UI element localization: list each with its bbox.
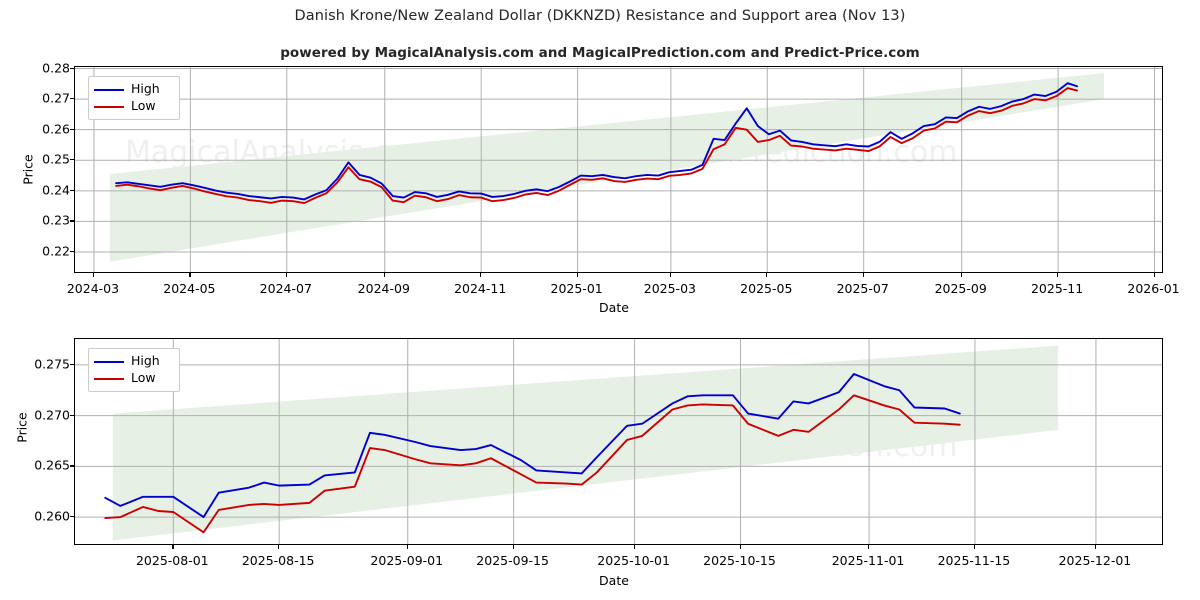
x-tick-label: 2025-07 (836, 281, 889, 296)
x-tick-label: 2024-09 (357, 281, 410, 296)
x-tick-label: 2024-11 (454, 281, 507, 296)
x-tick-mark (1094, 545, 1097, 549)
y-tick-mark (70, 189, 74, 192)
x-tick-label: 2024-03 (66, 281, 120, 296)
x-tick-label: 2025-10-15 (703, 553, 776, 568)
x-tick-label: 2025-08-01 (135, 553, 209, 568)
legend-swatch-low (94, 105, 124, 108)
overview-chart-panel: Price MagicalAnalysis.com MagicalPredict… (0, 0, 1180, 320)
x-tick-label: 2026-01 (1127, 281, 1180, 296)
y-tick-mark (70, 414, 74, 416)
y-tick-label: 0.25 (42, 151, 70, 167)
x-tick-mark (862, 273, 864, 277)
legend-label-high: High (131, 353, 160, 369)
y-tick-label: 0.28 (42, 60, 70, 76)
legend-label-low: Low (131, 98, 156, 114)
detail-chart-panel: Price MagicalAnalysis.com MagicalPredict… (0, 320, 1200, 600)
y-tick-label: 0.275 (34, 356, 70, 372)
overview-y-ticks: 0.22 0.23 0.24 0.25 0.26 0.27 0.28 (0, 0, 74, 320)
detail-plot-area: MagicalAnalysis.com MagicalPrediction.co… (74, 338, 1163, 545)
x-tick-mark (278, 545, 280, 549)
x-tick-mark (189, 273, 191, 277)
x-tick-mark (406, 545, 408, 549)
y-tick-mark (70, 465, 74, 467)
y-tick-label: 0.270 (34, 407, 70, 423)
legend-row-low: Low (94, 98, 172, 115)
legend-label-high: High (131, 81, 160, 97)
y-tick-mark (70, 363, 74, 366)
y-tick-label: 0.260 (34, 508, 70, 524)
x-tick-mark (960, 273, 962, 277)
legend-swatch-low (94, 377, 124, 380)
page-subtitle: powered by MagicalAnalysis.com and Magic… (280, 45, 920, 61)
y-tick-mark (70, 250, 74, 253)
x-tick-mark (669, 273, 672, 277)
detail-x-axis-label: Date (599, 573, 629, 588)
page-title: Danish Krone/New Zealand Dollar (DKKNZD)… (294, 8, 906, 24)
x-tick-label: 2025-11 (1030, 281, 1084, 296)
x-tick-mark (633, 545, 635, 549)
legend-swatch-high (94, 88, 124, 91)
y-tick-label: 0.26 (42, 121, 70, 137)
x-tick-mark (480, 273, 482, 277)
x-tick-label: 2025-08-15 (241, 553, 315, 568)
x-tick-label: 2025-03 (643, 281, 696, 296)
x-tick-label: 2025-12-01 (1058, 553, 1132, 568)
x-tick-label: 2025-11-01 (831, 553, 905, 568)
y-tick-mark (70, 98, 74, 100)
y-tick-label: 0.24 (42, 182, 70, 198)
x-tick-label: 2025-05 (740, 281, 793, 296)
x-tick-mark (868, 545, 870, 549)
x-tick-mark (512, 545, 514, 549)
y-tick-mark (70, 67, 74, 69)
x-tick-mark (285, 273, 287, 277)
detail-x-ticks: 2025-08-01 2025-08-15 2025-09-01 2025-09-15… (0, 320, 1200, 600)
y-tick-mark (70, 159, 74, 161)
overview-x-axis-label: Date (599, 300, 629, 315)
x-tick-label: 2024-05 (163, 281, 216, 296)
y-tick-mark (70, 128, 74, 130)
legend-row-low: Low (94, 370, 172, 387)
legend-label-low: Low (131, 370, 156, 386)
detail-y-ticks: 0.260 0.265 0.270 0.275 (0, 320, 74, 600)
x-tick-label: 2025-11-15 (937, 553, 1011, 568)
y-tick-label: 0.22 (42, 243, 70, 259)
x-tick-label: 2025-09-01 (370, 553, 444, 568)
overview-x-ticks: 2024-03 2024-05 2024-07 2024-09 2024-11 2025-… (66, 273, 1180, 296)
overview-plot-area: MagicalAnalysis.com MagicalPrediction.co… (74, 66, 1163, 273)
y-tick-mark (70, 220, 74, 222)
legend-row-high: High (94, 81, 172, 98)
x-tick-label: 2024-07 (259, 281, 312, 296)
x-tick-mark (383, 273, 385, 277)
x-tick-label: 2025-09-15 (476, 553, 549, 568)
overview-legend: High Low (88, 76, 180, 120)
y-tick-label: 0.23 (42, 212, 70, 228)
x-tick-mark (576, 273, 578, 277)
detail-legend: High Low (88, 348, 180, 392)
x-tick-mark (973, 545, 976, 549)
x-tick-mark (92, 273, 95, 277)
y-tick-label: 0.265 (34, 457, 70, 473)
legend-row-high: High (94, 353, 172, 370)
x-tick-label: 2025-10-01 (597, 553, 670, 568)
x-tick-label: 2025-09 (934, 281, 987, 296)
x-tick-mark (1153, 273, 1155, 277)
y-tick-label: 0.27 (42, 90, 70, 106)
x-tick-mark (172, 545, 174, 549)
x-tick-mark (766, 273, 768, 277)
legend-swatch-high (94, 360, 124, 363)
x-tick-mark (739, 545, 741, 549)
x-tick-mark (1057, 273, 1059, 277)
y-tick-mark (70, 516, 74, 518)
x-tick-label: 2025-01 (550, 281, 603, 296)
